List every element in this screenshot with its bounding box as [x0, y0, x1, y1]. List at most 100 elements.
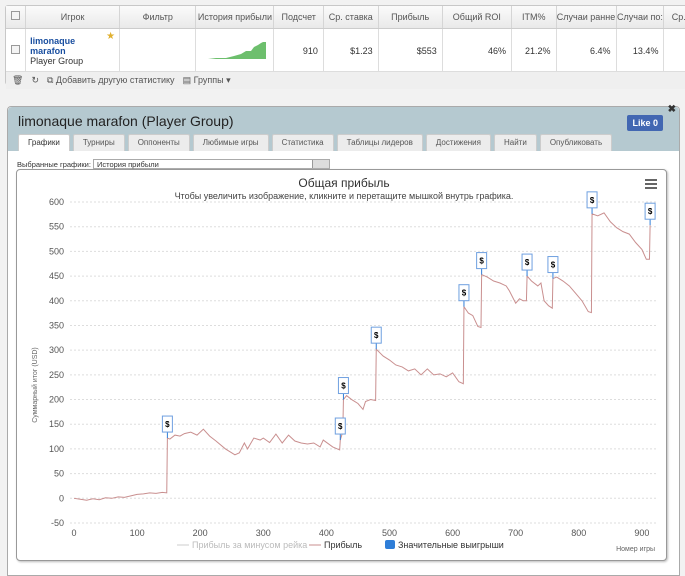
tab-achievements[interactable]: Достижения	[425, 134, 491, 151]
x-tick-label: 500	[382, 528, 397, 538]
legend: Прибыль за минусом рейка Прибыль Значите…	[177, 540, 504, 550]
chart-selector-value: История прибыли	[96, 160, 159, 169]
legend-bigwin[interactable]: Значительные выигрыши	[398, 540, 504, 550]
big-win-marker[interactable]: $	[644, 202, 656, 226]
svg-text:$: $	[648, 207, 653, 216]
y-tick-label: 500	[49, 246, 64, 256]
add-stat-label: Добавить другую статистику	[55, 75, 175, 85]
y-tick-label: 100	[49, 444, 64, 454]
panel-tabs: Графики Турниры Оппоненты Любимые игры С…	[18, 134, 613, 151]
filter-cell	[119, 28, 197, 73]
player-panel: limonaque marafon (Player Group) Like 0 …	[7, 104, 680, 576]
big-win-marker[interactable]: $	[161, 415, 173, 439]
selector-button[interactable]	[311, 160, 329, 168]
profit-value: $553	[378, 28, 443, 73]
profit-chart[interactable]: Общая прибыль Чтобы увеличить изображени…	[17, 170, 668, 562]
medal-icon: ★	[106, 30, 116, 42]
svg-text:$: $	[551, 261, 556, 270]
y-axis-label: Суммарный итог (USD)	[31, 347, 39, 423]
player-grid: Игрок Фильтр История прибыли Подсчет Ср.…	[5, 5, 685, 89]
y-tick-label: 300	[49, 345, 64, 355]
stats-table: Игрок Фильтр История прибыли Подсчет Ср.…	[6, 6, 685, 73]
tab-find[interactable]: Найти	[493, 134, 537, 151]
roi-value: 46%	[442, 28, 513, 73]
svg-text:$: $	[462, 289, 467, 298]
avg-value	[663, 28, 685, 73]
itm-value: 21.2%	[511, 28, 557, 73]
tab-statistics[interactable]: Статистика	[271, 134, 334, 151]
y-tick-label: 600	[49, 197, 64, 207]
count-value: 910	[273, 28, 324, 73]
svg-text:$: $	[479, 257, 484, 266]
avg-stake-value: $1.23	[323, 28, 379, 73]
tab-favorite-games[interactable]: Любимые игры	[192, 134, 269, 151]
x-axis-label: Номер игры	[616, 546, 655, 553]
y-tick-label: 250	[49, 370, 64, 380]
close-icon[interactable]: ✖	[667, 104, 676, 115]
col-profit[interactable]: Прибыль	[378, 6, 443, 29]
col-count[interactable]: Подсчет	[273, 6, 324, 29]
col-itm[interactable]: ITM%	[511, 6, 557, 29]
x-tick-label: 300	[256, 528, 271, 538]
menu-icon[interactable]	[645, 179, 657, 189]
tab-charts[interactable]: Графики	[18, 134, 70, 151]
svg-text:$: $	[590, 196, 595, 205]
player-name-link[interactable]: limonaque marafon	[30, 35, 76, 56]
legend-profit[interactable]: Прибыль	[324, 540, 362, 550]
legend-bigwin-swatch	[385, 540, 395, 549]
chart-title: Общая прибыль	[298, 176, 389, 190]
tab-tournaments[interactable]: Турниры	[72, 134, 125, 151]
tab-opponents[interactable]: Оппоненты	[127, 134, 190, 151]
table-row: ★ limonaque marafon Player Group 910 $1.…	[6, 28, 685, 73]
svg-text:$: $	[341, 382, 346, 391]
col-avg[interactable]: Ср.	[663, 6, 685, 29]
big-win-marker[interactable]: $	[547, 256, 559, 279]
chart-container[interactable]: Общая прибыль Чтобы увеличить изображени…	[16, 169, 667, 561]
early-value: 6.4%	[556, 28, 617, 73]
y-tick-label: -50	[51, 518, 64, 528]
row-checkbox[interactable]	[6, 28, 27, 73]
x-tick-label: 700	[508, 528, 523, 538]
player-type: Player Group	[30, 55, 84, 66]
col-profit-history[interactable]: История прибыли	[195, 6, 275, 29]
big-win-marker[interactable]: $	[337, 377, 349, 400]
big-win-marker[interactable]: $	[370, 326, 382, 350]
facebook-like-button[interactable]: Like 0	[627, 115, 663, 131]
big-win-marker[interactable]: $	[521, 253, 533, 277]
col-late[interactable]: Случаи по:	[616, 6, 665, 29]
groups-label: Группы	[193, 75, 224, 85]
trash-icon[interactable]: 🗑	[12, 75, 24, 85]
big-win-marker[interactable]: $	[476, 252, 488, 275]
x-tick-label: 600	[445, 528, 460, 538]
chart-selector-label: Выбранные графики:	[17, 159, 91, 169]
x-tick-label: 800	[571, 528, 586, 538]
refresh-icon[interactable]: ↻	[31, 75, 39, 85]
big-win-marker[interactable]: $	[334, 417, 346, 441]
col-avg-stake[interactable]: Ср. ставка	[323, 6, 379, 29]
svg-text:$: $	[525, 258, 530, 267]
tab-leaderboards[interactable]: Таблицы лидеров	[336, 134, 423, 151]
y-tick-label: 550	[49, 222, 64, 232]
add-stat-button[interactable]: ⧉ Добавить другую статистику	[46, 75, 175, 85]
late-value: 13.4%	[616, 28, 665, 73]
col-early[interactable]: Случаи ранне	[556, 6, 617, 29]
svg-text:$: $	[338, 422, 343, 431]
big-win-marker[interactable]: $	[586, 191, 598, 214]
chart-selector[interactable]: История прибыли	[92, 159, 330, 169]
y-tick-label: 350	[49, 320, 64, 330]
col-roi[interactable]: Общий ROI	[442, 6, 513, 29]
svg-text:$: $	[165, 420, 170, 429]
groups-button[interactable]: ▤ Группы ▾	[182, 75, 231, 85]
profit-line	[73, 212, 651, 501]
x-tick-label: 400	[319, 528, 334, 538]
x-tick-label: 900	[634, 528, 649, 538]
x-tick-label: 200	[193, 528, 208, 538]
tab-publish[interactable]: Опубликовать	[539, 134, 613, 151]
legend-rake[interactable]: Прибыль за минусом рейка	[192, 540, 307, 550]
col-player[interactable]: Игрок	[25, 6, 121, 29]
y-tick-label: 400	[49, 296, 64, 306]
select-all-checkbox[interactable]	[6, 6, 27, 29]
big-win-marker[interactable]: $	[458, 284, 470, 307]
chart-subtitle: Чтобы увеличить изображение, кликните и …	[175, 191, 514, 201]
col-filter[interactable]: Фильтр	[119, 6, 197, 29]
